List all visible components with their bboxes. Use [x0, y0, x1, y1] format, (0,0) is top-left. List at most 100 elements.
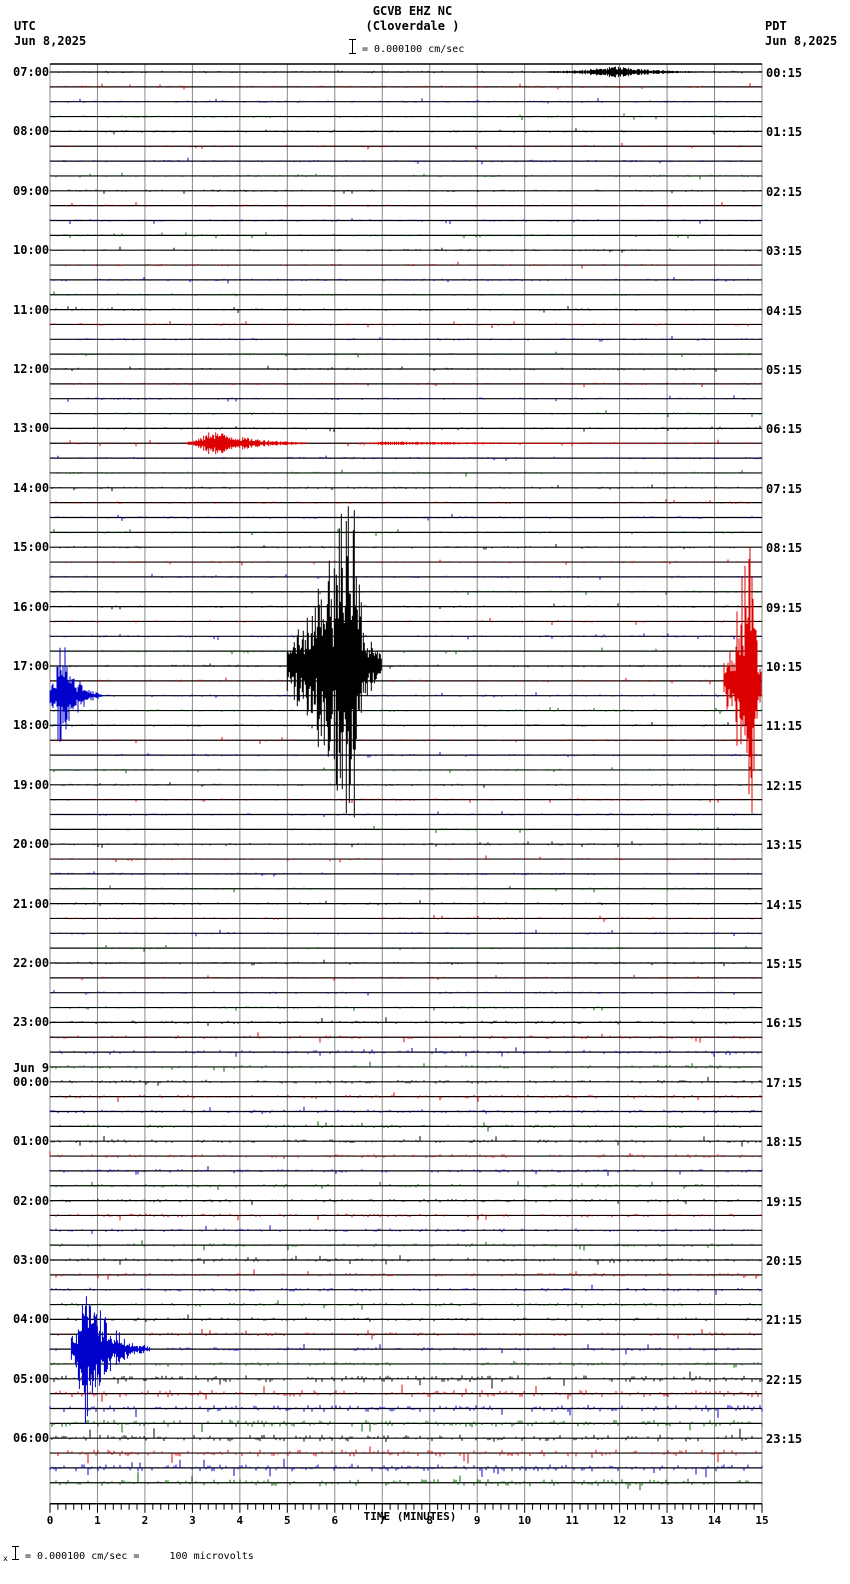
right-hour-label: 09:15: [766, 600, 803, 615]
trace-row: [53, 1269, 761, 1280]
right-hour-label: 11:15: [766, 719, 803, 734]
seismic-events: [49, 66, 762, 1425]
right-hour-label: 03:15: [766, 244, 803, 259]
trace-row: [53, 351, 763, 358]
left-hour-label: 09:00: [13, 183, 50, 198]
trace-row: [49, 246, 763, 253]
left-hour-label: 04:00: [13, 1312, 50, 1327]
left-hour-label: 00:00: [13, 1074, 50, 1089]
trace-row: [53, 811, 759, 817]
trace-row: [51, 1198, 759, 1205]
trace-row: [49, 1151, 761, 1159]
right-hour-label: 05:15: [766, 363, 803, 377]
trace-row: [51, 603, 761, 610]
left-hour-label: 22:00: [13, 956, 50, 970]
x-tick-label: 0: [47, 1514, 54, 1527]
trace-row: [51, 455, 763, 461]
right-hour-label: 13:15: [766, 838, 803, 853]
trace-row: [49, 291, 763, 297]
right-hour-label: 22:15: [766, 1372, 803, 1387]
trace-row: [51, 1419, 763, 1433]
footer-scale-bar-icon: [12, 1546, 19, 1560]
right-hour-label: 04:15: [766, 303, 803, 318]
x-tick-label: 6: [331, 1514, 338, 1527]
left-hour-label: 16:00: [13, 599, 50, 614]
right-hour-label: 00:15: [766, 66, 803, 80]
right-hour-label: 01:15: [766, 125, 803, 140]
minute-gridlines: [49, 63, 763, 1504]
trace-row: [67, 751, 761, 758]
trace-row: [51, 974, 757, 981]
trace-row: [49, 172, 763, 180]
trace-row: [49, 189, 763, 194]
trace-row: [53, 425, 761, 432]
right-hour-label: 12:15: [766, 778, 803, 793]
trace-row: [49, 1369, 763, 1389]
trace-row: [51, 365, 763, 372]
right-hour-label: 14:15: [766, 897, 803, 912]
x-tick-label: 13: [660, 1514, 673, 1527]
trace-row: [49, 841, 759, 848]
x-tick-label: 3: [189, 1514, 196, 1527]
trace-row: [49, 544, 763, 550]
x-tick-label: 8: [426, 1514, 433, 1527]
right-hour-label: 08:15: [766, 541, 803, 556]
trace-row: [49, 766, 761, 774]
event-trace: [49, 647, 103, 742]
trace-row: [51, 900, 761, 906]
right-hour-label: 18:15: [766, 1135, 803, 1150]
left-hour-label: 15:00: [13, 540, 50, 555]
trace-row: [51, 1136, 761, 1147]
x-axis: 0 1 2 3 4 5 6 7 8 9 10 11 12 13 14 15: [47, 1503, 769, 1527]
seismic-traces: [49, 70, 763, 1491]
right-hour-label: 07:15: [766, 481, 803, 496]
header-station: GCVB EHZ NC: [372, 4, 453, 18]
event-trace: [187, 432, 307, 455]
x-axis-title: TIME (MINUTES): [363, 1510, 457, 1523]
x-tick-label: 12: [613, 1514, 626, 1527]
trace-row: [51, 1428, 753, 1442]
right-hour-label: 20:15: [766, 1254, 803, 1268]
trace-row: [53, 277, 761, 284]
trace-row: [49, 142, 763, 150]
trace-row: [57, 1300, 761, 1310]
x-tick-label: 14: [708, 1514, 722, 1527]
trace-row: [49, 382, 761, 388]
trace-row: [49, 98, 761, 104]
event-trace: [70, 1296, 150, 1425]
left-hour-label: 17:00: [13, 659, 50, 673]
footer-scale-text: = 0.000100 cm/sec = 100 microvolts: [25, 1551, 254, 1562]
trace-row: [55, 1384, 759, 1402]
trace-row: [49, 1225, 757, 1234]
trace-row: [49, 1181, 763, 1190]
trace-row: [51, 1255, 761, 1265]
trace-row: [49, 1106, 759, 1114]
trace-row: [55, 1472, 763, 1491]
left-hour-label: 14:00: [13, 480, 50, 495]
event-trace: [723, 547, 762, 814]
trace-row: [51, 1360, 763, 1368]
trace-row: [51, 499, 757, 505]
x-tick-label: 9: [474, 1514, 481, 1527]
left-hour-label: 07:00: [13, 65, 50, 79]
header-left-timezone: UTC: [14, 19, 36, 33]
right-hour-label: 06:15: [766, 422, 803, 437]
trace-row: [53, 590, 761, 595]
event-trace: [547, 66, 715, 78]
trace-row: [49, 306, 763, 313]
event-trace: [358, 441, 762, 446]
right-hour-label: 17:15: [766, 1075, 803, 1090]
trace-row: [57, 559, 759, 566]
header-right-date: Jun 8,2025: [765, 34, 838, 48]
left-hour-label: 23:00: [13, 1015, 50, 1030]
right-hour-label: 16:15: [766, 1016, 803, 1031]
trace-row: [53, 113, 763, 120]
trace-row: [49, 1166, 763, 1176]
trace-row: [53, 128, 763, 135]
left-hour-label: 02:00: [13, 1193, 50, 1208]
trace-row: [49, 855, 757, 863]
trace-row: [49, 798, 763, 803]
trace-row: [53, 1121, 757, 1132]
trace-row: [55, 1314, 763, 1322]
x-tick-label: 11: [566, 1514, 580, 1527]
